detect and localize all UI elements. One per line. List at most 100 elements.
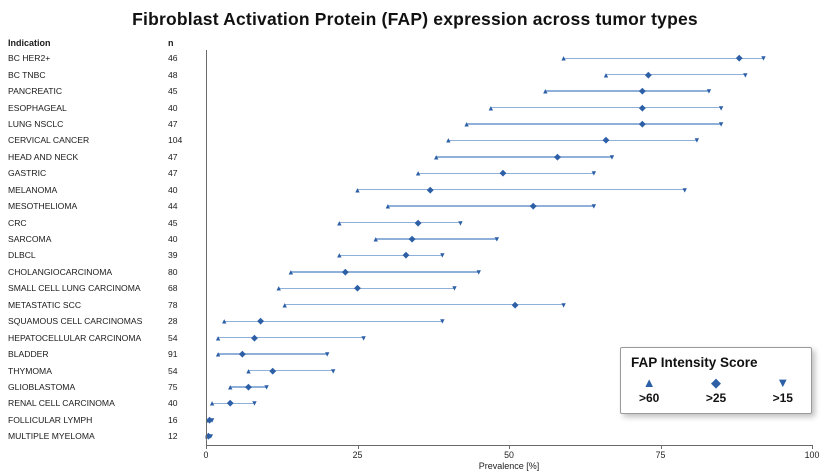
n-value: 80: [168, 266, 178, 277]
marker-gt60: ▲: [444, 135, 453, 145]
marker-gt25: ◆: [529, 200, 537, 211]
chart-row: GLIOBLASTOMA 75 ▲ ◆ ▼: [8, 379, 812, 395]
chart-row: CHOLANGIOCARCINOMA 80 ▲ ◆ ▼: [8, 264, 812, 280]
marker-gt60: ▲: [220, 316, 228, 326]
marker-gt60: ▲: [244, 365, 253, 375]
range-line: [605, 73, 746, 76]
diamond-icon: ◆: [710, 375, 721, 390]
range-line: [290, 271, 479, 273]
indication-label: GASTRIC: [8, 168, 47, 179]
legend-item-label: >60: [639, 391, 660, 405]
range-line: [448, 139, 697, 142]
range-line: [466, 123, 722, 125]
n-value: 54: [168, 332, 178, 343]
row-plot: ▲ ◆ ▼: [206, 83, 812, 99]
indication-label: METASTATIC SCC: [8, 299, 82, 310]
marker-gt15: ▼: [262, 382, 271, 392]
range-line: [563, 57, 764, 59]
column-header-row: Indication n: [8, 36, 812, 49]
marker-gt25: ◆: [341, 266, 349, 277]
indication-label: PANCREATIC: [8, 86, 63, 97]
indication-label: MULTIPLE MYELOMA: [8, 431, 95, 442]
marker-gt25: ◆: [204, 430, 212, 441]
marker-gt15: ▼: [759, 53, 768, 63]
marker-gt15: ▼: [608, 152, 616, 162]
indication-label: CERVICAL CANCER: [8, 135, 90, 146]
marker-gt25: ◆: [251, 332, 258, 343]
column-header-n: n: [168, 37, 174, 48]
n-value: 47: [168, 151, 178, 162]
marker-gt60: ▲: [281, 300, 289, 310]
chart-row: METASTATIC SCC 78 ▲ ◆ ▼: [8, 297, 812, 313]
marker-gt60: ▲: [335, 250, 344, 260]
chart-row: SMALL CELL LUNG CARCINOMA 68 ▲ ◆ ▼: [8, 280, 812, 296]
marker-gt60: ▲: [414, 168, 422, 178]
x-axis-tick: [509, 444, 510, 449]
range-line: [218, 353, 328, 355]
marker-gt15: ▼: [705, 86, 713, 96]
row-plot: ▲ ◆ ▼: [206, 362, 812, 378]
row-plot: ▲ ◆ ▼: [206, 149, 812, 165]
marker-gt25: ◆: [402, 249, 410, 260]
legend-title: FAP Intensity Score: [631, 355, 758, 370]
marker-gt25: ◆: [414, 217, 422, 228]
chart-row: BC HER2+ 46 ▲ ◆ ▼: [8, 50, 812, 66]
chart-row: CERVICAL CANCER 104 ▲ ◆ ▼: [8, 132, 812, 148]
marker-gt25: ◆: [602, 134, 610, 145]
row-plot: ▲ ◆ ▼: [206, 395, 812, 411]
range-line: [490, 106, 722, 109]
marker-gt60: ▲: [214, 349, 222, 359]
column-header-indication: Indication: [8, 37, 51, 48]
x-axis-label-row: Prevalence [%]: [8, 461, 812, 471]
marker-gt15: ▼: [438, 250, 447, 260]
marker-gt25: ◆: [499, 167, 507, 178]
n-value: 91: [168, 349, 178, 360]
marker-gt15: ▼: [590, 201, 598, 211]
indication-label: DLBCL: [8, 250, 36, 261]
marker-gt25: ◆: [408, 233, 416, 244]
indication-label: THYMOMA: [8, 365, 52, 376]
marker-gt15: ▼: [741, 69, 750, 79]
range-line: [545, 90, 709, 92]
indication-label: BC HER2+: [8, 53, 51, 64]
legend-item-label: >25: [705, 391, 727, 405]
n-value: 39: [168, 250, 178, 261]
chart-row: FOLLICULAR LYMPH 16 ▲ ◆ ▼: [8, 412, 812, 428]
marker-gt15: ▼: [250, 398, 259, 408]
row-plot: ▲ ◆ ▼: [206, 346, 812, 362]
range-line: [387, 205, 594, 207]
range-line: [224, 320, 443, 322]
marker-gt15: ▼: [493, 234, 501, 244]
x-axis-tick: [812, 444, 813, 449]
marker-gt25: ◆: [426, 184, 434, 195]
row-plot: ▲ ◆ ▼: [206, 379, 812, 395]
marker-gt15: ▼: [207, 431, 215, 441]
marker-gt60: ▲: [602, 69, 610, 79]
marker-gt25: ◆: [638, 118, 646, 129]
marker-gt25: ◆: [354, 282, 361, 293]
indication-label: FOLLICULAR LYMPH: [8, 414, 93, 425]
indication-label: HEPATOCELLULAR CARCINOMA: [8, 332, 142, 343]
marker-gt60: ▲: [541, 86, 550, 96]
indication-label: MELANOMA: [8, 184, 58, 195]
x-axis-tick-label: 0: [203, 449, 209, 460]
chart-row: BLADDER 91 ▲ ◆ ▼: [8, 346, 812, 362]
triangle-up-icon: ▲: [642, 375, 656, 390]
row-plot: ▲ ◆ ▼: [206, 182, 812, 198]
indication-label: RENAL CELL CARCINOMA: [8, 398, 115, 409]
marker-gt60: ▲: [226, 382, 234, 392]
n-value: 40: [168, 398, 178, 409]
marker-gt25: ◆: [206, 414, 214, 425]
row-plot: ▲ ◆ ▼: [206, 165, 812, 181]
x-axis-tick-label: 25: [352, 449, 363, 460]
marker-gt15: ▼: [359, 332, 368, 342]
marker-gt25: ◆: [638, 102, 646, 113]
n-value: 40: [168, 102, 178, 113]
marker-gt15: ▼: [590, 168, 598, 178]
column-header-plot-spacer: [206, 36, 812, 49]
marker-gt60: ▲: [371, 234, 380, 244]
marker-gt15: ▼: [474, 267, 483, 277]
row-plot: ▲ ◆ ▼: [206, 297, 812, 313]
row-plot: ▲ ◆ ▼: [206, 50, 812, 66]
